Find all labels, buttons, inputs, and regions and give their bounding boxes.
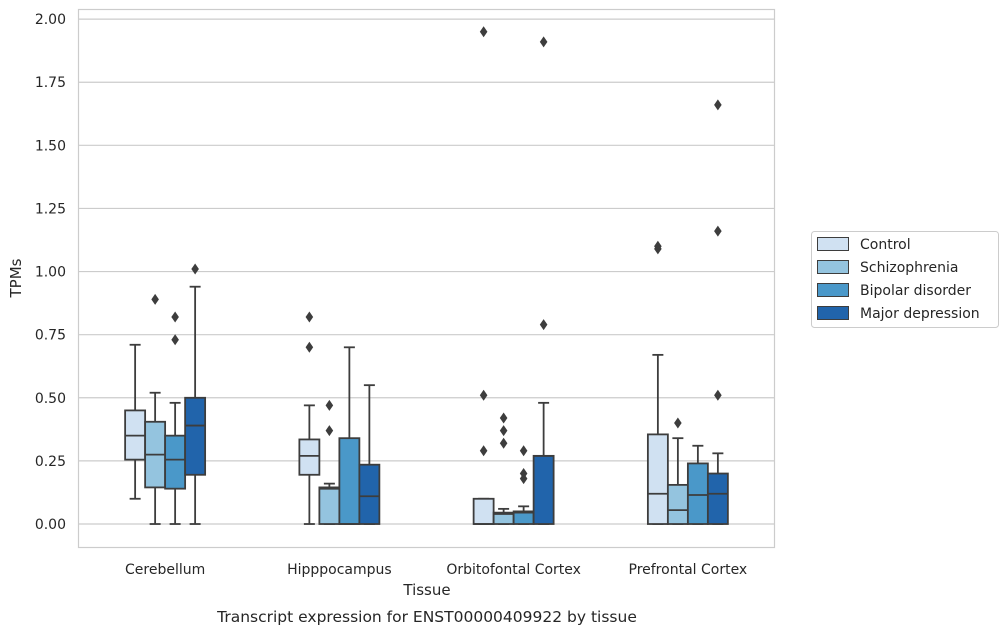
legend-label: Control	[860, 237, 911, 253]
legend-swatch	[817, 306, 849, 320]
y-tick-label: 2.00	[35, 12, 66, 28]
box-iqr	[298, 438, 321, 476]
x-tick-label: Hipppocampus	[287, 562, 392, 578]
box-iqr	[686, 462, 709, 525]
box-group	[706, 99, 729, 525]
legend-frame	[811, 231, 999, 328]
boxes	[124, 26, 729, 525]
outlier-point	[519, 445, 528, 457]
box-iqr	[532, 454, 555, 525]
x-axis-ticks: Cerebellum Hipppocampus Orbitofontal Corte…	[125, 562, 747, 578]
box-iqr	[666, 483, 689, 525]
box-group	[646, 240, 669, 525]
legend-swatch	[817, 260, 849, 274]
outlier-point	[539, 36, 548, 48]
outlier-point	[654, 240, 662, 252]
box-iqr	[472, 497, 495, 525]
outlier-point	[171, 311, 179, 323]
box-group	[164, 311, 187, 525]
legend-swatch	[817, 283, 849, 297]
y-tick-label: 0.00	[35, 517, 66, 533]
outlier-point	[191, 263, 199, 275]
box-group	[492, 412, 515, 525]
box-iqr	[164, 434, 187, 490]
box-iqr	[318, 486, 341, 525]
y-tick-label: 1.50	[35, 138, 66, 154]
legend-label: Bipolar disorder	[860, 283, 971, 299]
x-tick-label: Orbitofontal Cortex	[446, 562, 581, 578]
outlier-point	[305, 311, 314, 323]
outlier-point	[714, 389, 722, 401]
outlier-point	[151, 293, 159, 305]
box-group	[318, 399, 341, 525]
y-tick-label: 1.75	[35, 75, 66, 91]
outlier-point	[479, 389, 488, 401]
box-group	[338, 346, 361, 525]
chart-caption: Transcript expression for ENST0000040992…	[216, 608, 637, 626]
outlier-point	[479, 445, 488, 457]
y-axis-ticks: 0.00 0.25 0.50 0.75 1.00 1.25 1.50 1.75 2.00	[35, 12, 66, 533]
legend-swatch	[817, 237, 849, 251]
outlier-point	[674, 417, 682, 429]
x-axis-label: Tissue	[402, 581, 450, 599]
outlier-point	[714, 225, 722, 237]
y-tick-label: 0.75	[35, 328, 66, 344]
y-axis-label: TPMs	[7, 258, 25, 298]
box-group	[532, 36, 555, 525]
outlier-point	[479, 26, 488, 38]
box-group	[298, 311, 321, 525]
box-iqr	[184, 396, 207, 476]
outlier-point	[714, 99, 722, 111]
box-group	[124, 343, 147, 500]
y-tick-label: 0.25	[35, 454, 66, 470]
x-tick-label: Cerebellum	[125, 562, 205, 578]
box-iqr	[706, 472, 729, 525]
y-tick-label: 1.00	[35, 265, 66, 281]
outlier-point	[325, 425, 334, 437]
legend: Control Schizophrenia Bipolar disorder Majo…	[811, 231, 999, 328]
outlier-point	[499, 425, 508, 437]
box-iqr	[338, 437, 361, 525]
legend-label: Schizophrenia	[860, 260, 958, 276]
outlier-point	[499, 437, 508, 449]
box-group	[358, 384, 381, 525]
box-iqr	[646, 433, 669, 525]
outlier-point	[305, 341, 314, 353]
box-iqr	[358, 463, 381, 525]
outlier-point	[519, 468, 528, 480]
outlier-point	[539, 319, 548, 331]
legend-label: Major depression	[860, 306, 980, 322]
plot-area-frame	[77, 8, 776, 549]
box-group	[472, 26, 495, 525]
outlier-point	[499, 412, 508, 424]
box-group	[144, 293, 167, 525]
outlier-point	[171, 334, 179, 346]
x-tick-label: Prefrontal Cortex	[629, 562, 748, 578]
y-tick-label: 1.25	[35, 201, 66, 217]
box-group	[184, 263, 207, 525]
y-tick-label: 0.50	[35, 391, 66, 407]
outlier-point	[325, 399, 334, 411]
box-group	[512, 445, 535, 525]
